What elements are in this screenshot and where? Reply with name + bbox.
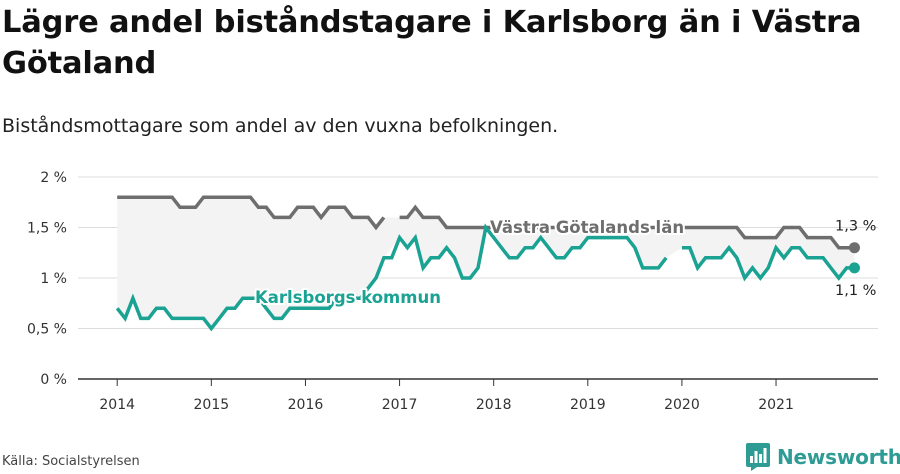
chart-subtitle: Biståndsmottagare som andel av den vuxna… <box>2 115 559 137</box>
chart-title: Lägre andel biståndstagare i Karlsborg ä… <box>2 5 862 81</box>
y-tick-label: 1,5 % <box>27 221 67 237</box>
vastra-gotaland-label: Västra Götalands län <box>490 218 684 237</box>
x-tick-label: 2014 <box>99 397 135 413</box>
vastra-gotaland-end-label: 1,3 % <box>835 219 876 235</box>
x-tick-label: 2018 <box>476 397 512 413</box>
source-note: Källa: Socialstyrelsen <box>2 454 140 469</box>
x-tick-label: 2017 <box>382 397 418 413</box>
vastra-gotaland-end-marker <box>848 242 860 254</box>
karlsborg-label: Karlsborgs kommun <box>255 288 441 307</box>
bar-chart-logo-icon <box>746 443 770 471</box>
brand-logo: Newsworthy <box>745 441 900 473</box>
karlsborg-line <box>115 223 855 332</box>
x-tick-label: 2016 <box>288 397 324 413</box>
y-tick-label: 2 % <box>40 170 67 186</box>
x-tick-label: 2021 <box>758 397 794 413</box>
x-tick-label: 2015 <box>194 397 230 413</box>
x-tick-label: 2019 <box>570 397 606 413</box>
karlsborg-end-label: 1,1 % <box>835 283 876 299</box>
y-tick-label: 0 % <box>40 372 67 388</box>
brand-name: Newsworthy <box>777 445 900 469</box>
y-tick-label: 0,5 % <box>27 322 67 338</box>
range-band <box>117 197 855 329</box>
karlsborg-end-marker <box>848 262 860 274</box>
y-tick-label: 1 % <box>40 271 67 287</box>
vastra-gotaland-line <box>117 195 855 250</box>
x-tick-label: 2020 <box>664 397 700 413</box>
